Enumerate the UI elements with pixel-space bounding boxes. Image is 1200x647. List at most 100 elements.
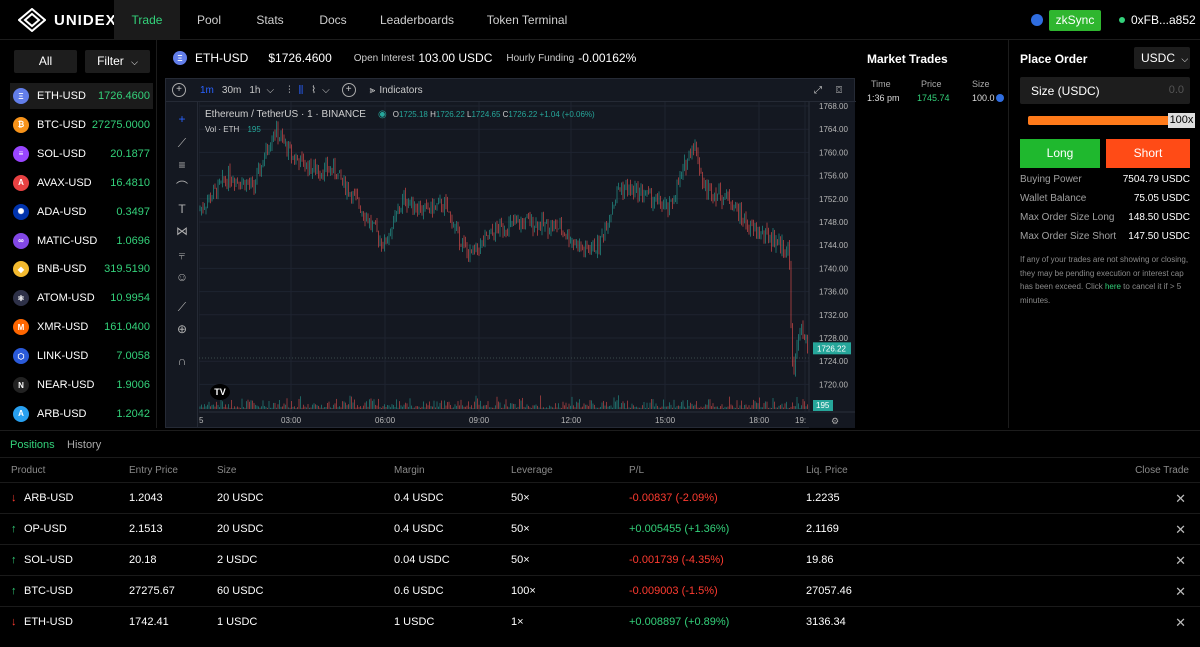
price-tick-label: 1724.00 bbox=[819, 357, 848, 366]
market-item-ada-usd[interactable]: ✺ ADA-USD 0.3497 bbox=[10, 199, 153, 225]
ticker-pair: ETH-USD bbox=[195, 51, 249, 65]
market-trades-panel: Market Trades Time Price Size 1:36 pm 17… bbox=[857, 40, 1009, 428]
long-button[interactable]: Long bbox=[1020, 139, 1100, 168]
interval-1m[interactable]: 1m bbox=[200, 84, 214, 96]
pattern-icon[interactable]: ⋈ bbox=[176, 224, 188, 238]
crosshair-icon[interactable]: + bbox=[178, 112, 186, 126]
leverage-value[interactable]: 100x bbox=[1168, 113, 1195, 128]
filter-button[interactable]: Filter ⌵ bbox=[85, 50, 150, 73]
nav-stats[interactable]: Stats bbox=[256, 13, 284, 27]
size-input[interactable]: Size (USDC) 0.0 bbox=[1020, 77, 1190, 104]
drawing-toolbar: + ⟋ ≡ ⌒ T ⋈ ⫧ ☺ ⟋ ⊕ ∩ bbox=[166, 102, 198, 427]
measure-icon[interactable]: ⫧ bbox=[178, 248, 186, 262]
interval-1h[interactable]: 1h bbox=[249, 84, 261, 96]
position-row[interactable]: ↑ OP-USD 2.1513 20 USDC 0.4 USDC 50× +0.005455… bbox=[0, 513, 1200, 544]
nav-trade[interactable]: Trade bbox=[114, 0, 180, 40]
text-icon[interactable]: T bbox=[178, 202, 186, 216]
chevron-down-icon[interactable]: ⌵ bbox=[266, 84, 275, 96]
brush-icon[interactable]: ⌒ bbox=[175, 180, 188, 194]
close-icon[interactable]: ✕ bbox=[1175, 553, 1186, 568]
position-liq: 1.2235 bbox=[806, 492, 840, 504]
short-button[interactable]: Short bbox=[1106, 139, 1190, 168]
market-item-btc-usd[interactable]: ₿ BTC-USD 27275.0000 bbox=[10, 112, 153, 138]
leverage-slider[interactable] bbox=[1028, 116, 1170, 125]
eth-coin-icon: Ξ bbox=[13, 88, 29, 104]
cancel-link[interactable]: here bbox=[1104, 282, 1121, 291]
price-tick-label: 1756.00 bbox=[819, 172, 848, 181]
market-item-avax-usd[interactable]: A AVAX-USD 16.4810 bbox=[10, 170, 153, 196]
header-close-trade: Close Trade bbox=[1135, 465, 1189, 476]
market-item-matic-usd[interactable]: ∞ MATIC-USD 1.0696 bbox=[10, 228, 153, 254]
magnet-icon[interactable]: ∩ bbox=[177, 354, 187, 368]
camera-icon[interactable]: ⌼ bbox=[836, 84, 842, 96]
market-item-atom-usd[interactable]: ⚛ ATOM-USD 10.9954 bbox=[10, 285, 153, 311]
interval-30m[interactable]: 30m bbox=[221, 84, 242, 96]
nav-token-terminal[interactable]: Token Terminal bbox=[486, 13, 568, 27]
currency-select[interactable]: USDC ⌵ bbox=[1134, 47, 1190, 69]
tab-history[interactable]: History bbox=[67, 439, 102, 451]
candle-style-icon[interactable]: ⫼ bbox=[298, 84, 304, 96]
zoom-icon[interactable]: ⊕ bbox=[176, 322, 188, 336]
size-placeholder: 0.0 bbox=[1168, 84, 1184, 96]
ticker-bar: Ξ ETH-USD $1726.4600 Open Interest 103.0… bbox=[165, 44, 636, 72]
close-icon[interactable]: ✕ bbox=[1175, 615, 1186, 630]
position-margin: 0.6 USDC bbox=[394, 585, 444, 597]
position-row[interactable]: ↑ BTC-USD 27275.67 60 USDC 0.6 USDC 100× -0.00… bbox=[0, 575, 1200, 606]
price-tick-label: 1752.00 bbox=[819, 195, 848, 204]
market-item-eth-usd[interactable]: Ξ ETH-USD 1726.4600 bbox=[10, 83, 153, 109]
market-item-arb-usd[interactable]: A ARB-USD 1.2042 bbox=[10, 401, 153, 427]
price-chart[interactable]: + 1m 30m 1h ⌵ ⫶ ⫼ ⌇ ⌵ + ⫸ Indicators ⤢ ⌼… bbox=[165, 78, 856, 428]
nav-docs[interactable]: Docs bbox=[319, 13, 347, 27]
add-symbol-icon[interactable]: + bbox=[172, 83, 186, 97]
position-pl: -0.009003 (-1.5%) bbox=[629, 585, 718, 597]
market-name: BTC-USD bbox=[37, 118, 86, 131]
zksync-icon bbox=[1031, 14, 1043, 26]
position-liq: 19.86 bbox=[806, 554, 834, 566]
position-row[interactable]: ↓ ETH-USD 1742.41 1 USDC 1 USDC 1× +0.008897 (… bbox=[0, 606, 1200, 637]
position-size: 1 USDC bbox=[217, 616, 258, 628]
nav-pool[interactable]: Pool bbox=[196, 13, 222, 27]
chart-toolbar: + 1m 30m 1h ⌵ ⫶ ⫼ ⌇ ⌵ + ⫸ Indicators ⤢ ⌼ bbox=[166, 79, 856, 102]
market-price: 16.4810 bbox=[110, 176, 150, 189]
market-item-near-usd[interactable]: N NEAR-USD 1.9006 bbox=[10, 372, 153, 398]
arrow-up-icon: ↑ bbox=[11, 523, 17, 535]
bar-style-icon[interactable]: ⫶ bbox=[288, 84, 291, 96]
mt-row-time: 1:36 pm bbox=[867, 93, 900, 103]
ruler-icon[interactable]: ⟋ bbox=[177, 300, 187, 314]
market-item-link-usd[interactable]: ⬡ LINK-USD 7.0058 bbox=[10, 343, 153, 369]
chart-canvas[interactable]: 1768.00 1764.00 1760.00 1756.00 1752.00 1748.… bbox=[199, 102, 855, 428]
close-icon[interactable]: ✕ bbox=[1175, 584, 1186, 599]
area-style-icon[interactable]: ⌇ bbox=[311, 84, 317, 96]
market-item-xmr-usd[interactable]: M XMR-USD 161.0400 bbox=[10, 314, 153, 340]
position-leverage: 1× bbox=[511, 616, 524, 628]
position-pl: +0.008897 (+0.89%) bbox=[629, 616, 730, 628]
emoji-icon[interactable]: ☺ bbox=[175, 270, 189, 284]
position-size: 20 USDC bbox=[217, 492, 264, 504]
position-margin: 0.4 USDC bbox=[394, 523, 444, 535]
logo[interactable]: UNIDEX bbox=[18, 8, 117, 32]
position-pl: -0.00837 (-2.09%) bbox=[629, 492, 718, 504]
gear-icon[interactable]: ⚙ bbox=[831, 416, 839, 426]
trendline-icon[interactable]: ⟋ bbox=[177, 136, 187, 150]
compare-icon[interactable]: + bbox=[341, 83, 356, 97]
close-icon[interactable]: ✕ bbox=[1175, 522, 1186, 537]
tab-positions[interactable]: Positions bbox=[10, 439, 55, 451]
link-coin-icon: ⬡ bbox=[13, 348, 29, 365]
link-icon[interactable] bbox=[996, 94, 1004, 102]
fullscreen-icon[interactable]: ⤢ bbox=[814, 84, 822, 96]
position-row[interactable]: ↓ ARB-USD 1.2043 20 USDC 0.4 USDC 50× -0.00837… bbox=[0, 482, 1200, 513]
market-item-sol-usd[interactable]: ≡ SOL-USD 20.1877 bbox=[10, 141, 153, 167]
close-icon[interactable]: ✕ bbox=[1175, 491, 1186, 506]
all-button[interactable]: All bbox=[14, 50, 77, 73]
market-item-bnb-usd[interactable]: ◆ BNB-USD 319.5190 bbox=[10, 256, 153, 282]
fib-icon[interactable]: ≡ bbox=[178, 158, 186, 172]
position-row[interactable]: ↑ SOL-USD 20.18 2 USDC 0.04 USDC 50× -0.001739… bbox=[0, 544, 1200, 575]
wallet-balance-row: Wallet Balance 75.05 USDC bbox=[1020, 193, 1190, 204]
volume-legend: Vol · ETH 195 bbox=[205, 125, 261, 134]
mt-row-price: 1745.74 bbox=[917, 93, 950, 103]
nav-leaderboards[interactable]: Leaderboards bbox=[379, 13, 455, 27]
indicators-button[interactable]: Indicators bbox=[379, 84, 423, 96]
wallet-button[interactable]: 0xFB...a852 bbox=[1119, 13, 1196, 27]
chevron-down-icon[interactable]: ⌵ bbox=[322, 84, 330, 96]
network-button[interactable]: zkSync bbox=[1049, 10, 1101, 31]
